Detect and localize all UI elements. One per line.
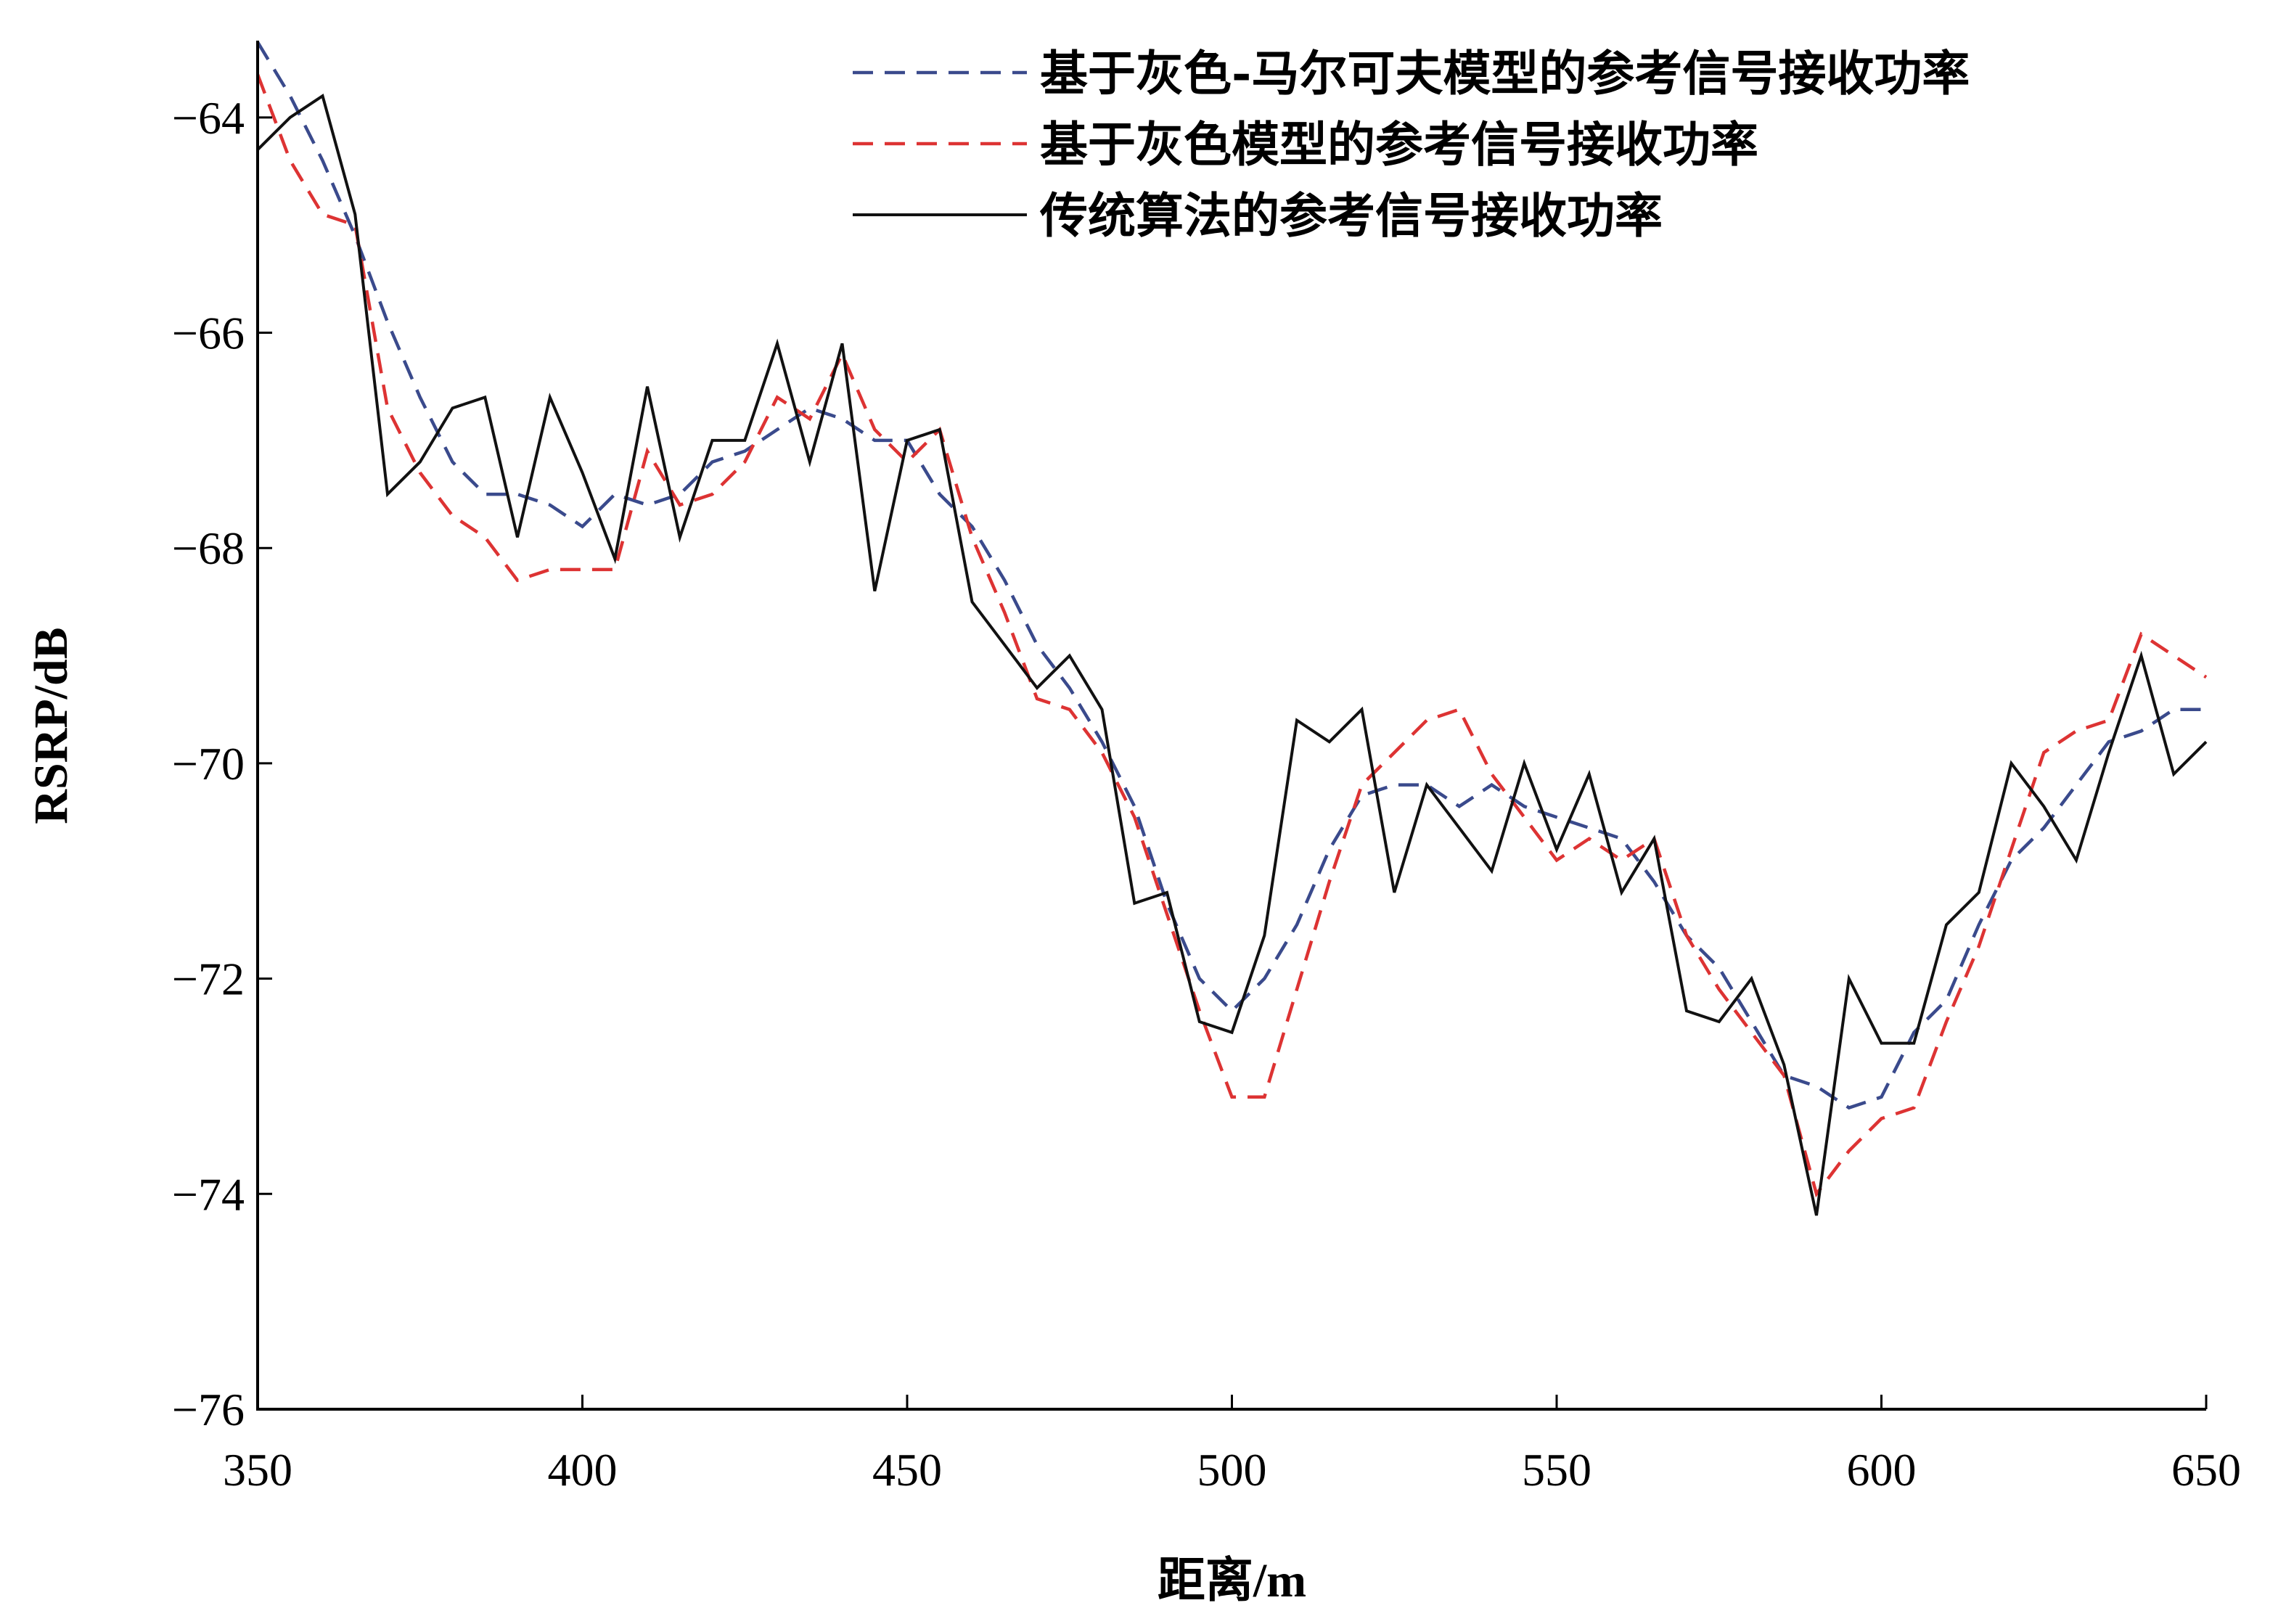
legend-label-3: 传统算法的参考信号接收功率	[1039, 187, 1663, 244]
y-ticks: −64 −66 −68 −70 −72 −74 −76	[172, 92, 272, 1435]
y-tick-label: −64	[172, 92, 245, 144]
x-tick-label: 500	[1197, 1444, 1267, 1496]
x-ticks: 350 400 450 500 550 600 650	[223, 1395, 2241, 1496]
legend: 基于灰色-马尔可夫模型的参考信号接收功率基于灰色模型的参考信号接收功率传统算法的…	[853, 45, 1970, 244]
y-tick-label: −66	[172, 308, 245, 359]
series-layer	[258, 41, 2208, 1216]
series-line-3	[258, 94, 2208, 1216]
axes	[256, 41, 2206, 1411]
x-tick-label: 600	[1847, 1444, 1917, 1496]
x-axis-title: 距离/m	[1158, 1554, 1306, 1607]
y-tick-label: −76	[172, 1384, 245, 1435]
y-axis-title: RSRP/dB	[25, 627, 78, 824]
x-tick-label: 450	[872, 1444, 942, 1496]
legend-label-2: 基于灰色模型的参考信号接收功率	[1040, 116, 1758, 173]
x-tick-label: 350	[223, 1444, 292, 1496]
legend-label-1: 基于灰色-马尔可夫模型的参考信号接收功率	[1040, 45, 1970, 102]
series-line-1	[258, 41, 2206, 1110]
x-tick-label: 650	[2171, 1444, 2241, 1496]
x-tick-label: 400	[548, 1444, 618, 1496]
y-tick-label: −68	[172, 522, 245, 574]
y-tick-label: −72	[172, 954, 245, 1005]
series-line-2	[258, 73, 2208, 1198]
y-tick-label: −74	[172, 1168, 245, 1220]
x-tick-label: 550	[1522, 1444, 1591, 1496]
y-tick-label: −70	[172, 738, 245, 790]
